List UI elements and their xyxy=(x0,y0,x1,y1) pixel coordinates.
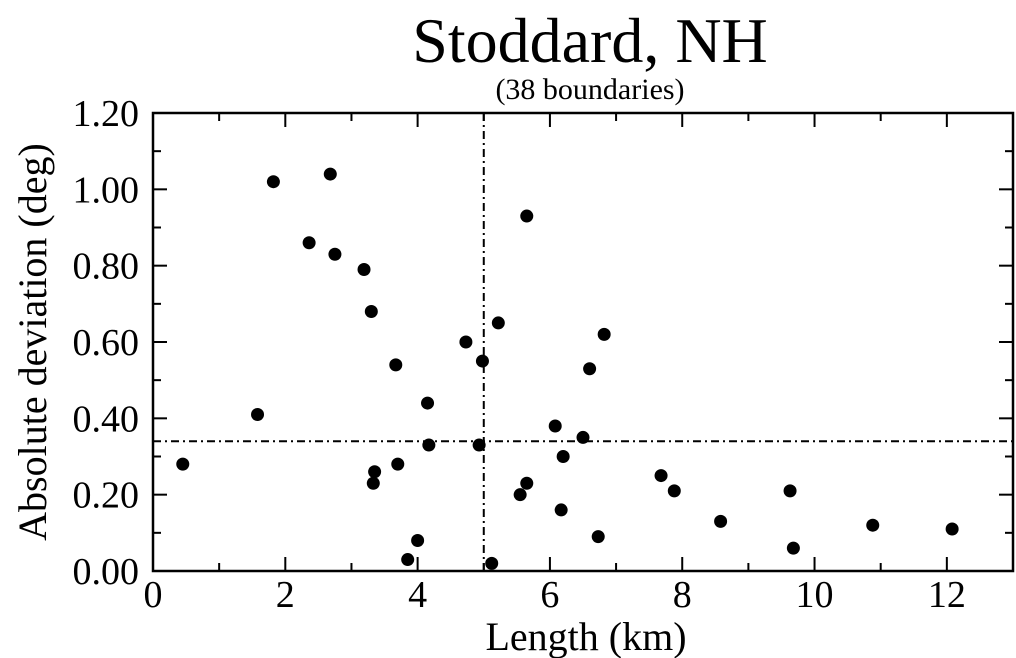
x-tick-label: 2 xyxy=(276,574,295,616)
data-point xyxy=(323,167,337,181)
y-axis-label: Absolute deviation (deg) xyxy=(10,143,55,541)
data-point xyxy=(366,476,380,490)
data-point xyxy=(302,236,316,250)
data-point xyxy=(491,316,505,330)
data-point xyxy=(421,396,435,410)
data-point xyxy=(554,503,568,517)
data-point xyxy=(472,438,486,452)
data-point xyxy=(391,457,405,471)
data-point xyxy=(364,304,378,318)
x-axis-label: Length (km) xyxy=(485,614,686,658)
data-point xyxy=(328,247,342,261)
data-point xyxy=(576,430,590,444)
y-tick-label: 0.40 xyxy=(73,398,140,440)
y-tick-label: 0.00 xyxy=(73,551,140,593)
data-point xyxy=(357,262,371,276)
y-tick-label: 0.60 xyxy=(73,322,140,364)
chart-title: Stoddard, NH xyxy=(412,5,768,76)
x-tick-label: 4 xyxy=(408,574,427,616)
data-point xyxy=(783,484,797,498)
plot-frame xyxy=(151,111,1015,573)
data-point xyxy=(422,438,436,452)
data-point xyxy=(556,450,570,463)
y-tick-label: 1.20 xyxy=(73,93,140,135)
x-tick-label: 0 xyxy=(144,574,163,616)
data-point xyxy=(251,408,265,422)
data-point xyxy=(945,522,959,536)
data-point xyxy=(475,354,489,368)
data-point xyxy=(591,530,605,544)
data-point xyxy=(266,175,280,189)
data-point xyxy=(667,484,681,498)
y-tick-label: 0.80 xyxy=(73,246,140,288)
x-tick-label: 8 xyxy=(673,574,692,616)
data-point xyxy=(866,518,880,532)
y-tick-label: 0.20 xyxy=(73,475,140,517)
data-point xyxy=(459,335,473,349)
data-point xyxy=(786,541,800,555)
chart-subtitle: (38 boundaries) xyxy=(495,73,684,106)
data-point xyxy=(597,327,611,341)
x-tick-label: 6 xyxy=(540,574,559,616)
plot-area: 0 2 4 6 8 10 12 0.00 0.20 0.40 0.60 0.80 1.00 1.20 xyxy=(73,93,1015,616)
data-point xyxy=(176,457,190,471)
x-tick-label: 12 xyxy=(928,574,966,616)
data-point xyxy=(485,556,499,570)
x-tick-label: 10 xyxy=(796,574,834,616)
data-point xyxy=(389,358,403,372)
data-point xyxy=(654,469,668,483)
data-point xyxy=(520,209,534,223)
data-point xyxy=(714,514,728,528)
data-point xyxy=(411,533,425,547)
data-point xyxy=(520,476,534,490)
data-point xyxy=(583,362,597,376)
data-point xyxy=(368,465,382,479)
data-point xyxy=(548,419,562,433)
data-point xyxy=(401,553,415,567)
y-tick-label: 1.00 xyxy=(73,169,140,211)
data-point xyxy=(513,488,527,502)
